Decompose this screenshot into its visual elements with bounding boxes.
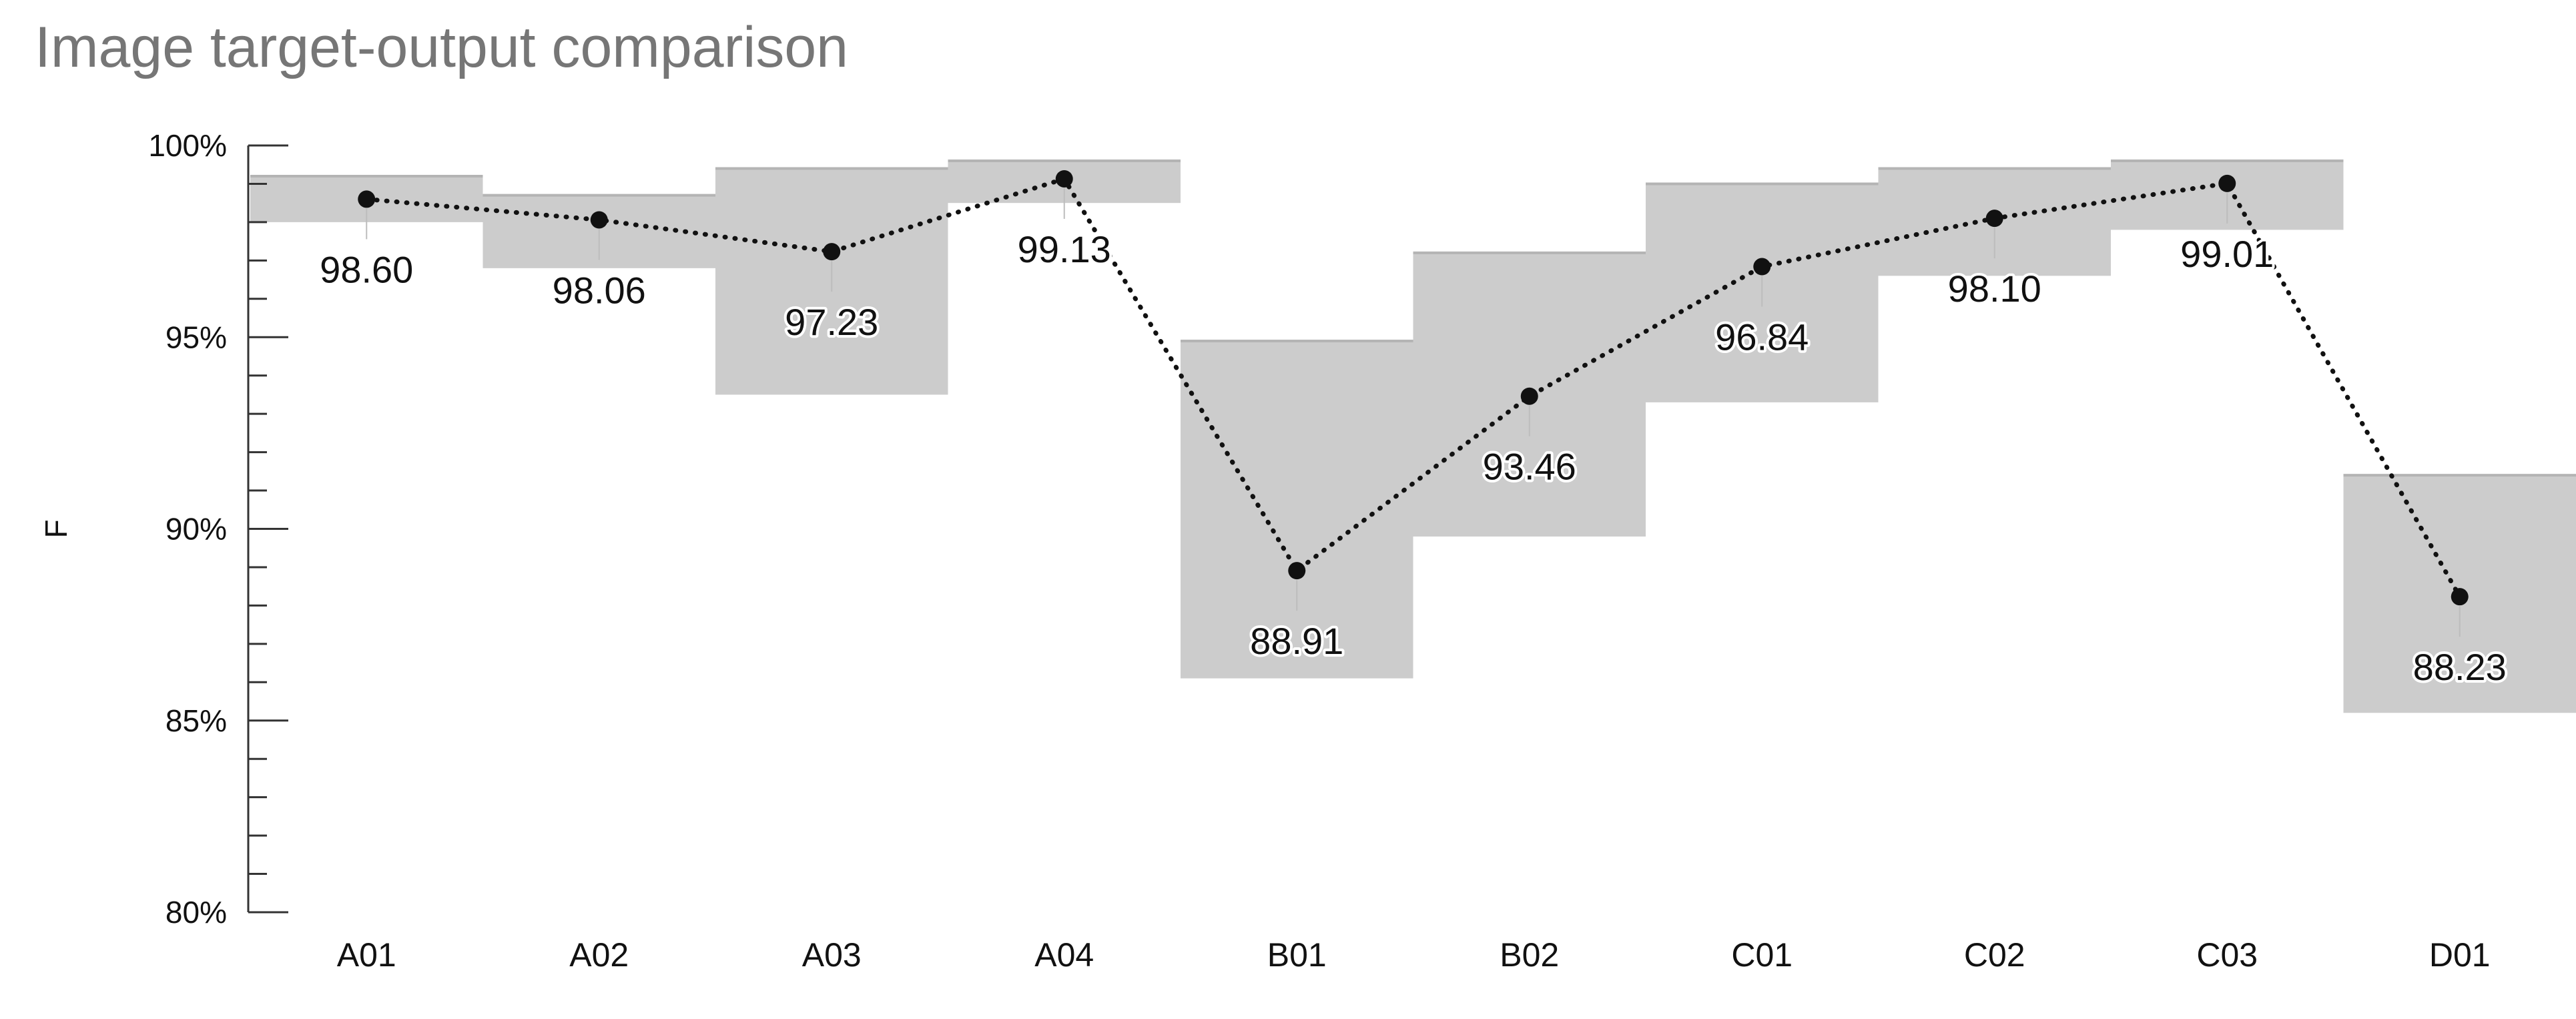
x-tick-label: A04 <box>1034 936 1094 974</box>
x-tick-label: A03 <box>802 936 862 974</box>
data-labels: 98.60 98.06 97.23 99.13 88.91 93.46 96.84 98.10… <box>317 188 2509 691</box>
y-tick-label: 95% <box>166 320 227 354</box>
y-tick-label: 90% <box>166 512 227 547</box>
y-tick-label: 85% <box>166 703 227 738</box>
data-label-b02: 93.46 <box>1483 446 1576 488</box>
chart-title: Image target-output comparison <box>35 15 848 79</box>
x-tick-label: A02 <box>569 936 629 974</box>
series-line-group <box>358 169 2469 606</box>
data-label-c01: 96.84 <box>1715 316 1809 358</box>
data-label-a03: 97.23 <box>785 301 878 343</box>
x-tick-label: B01 <box>1267 936 1327 974</box>
data-point-c03 <box>2218 174 2236 192</box>
x-tick-label: A01 <box>337 936 396 974</box>
data-point-b02 <box>1520 387 1538 405</box>
data-point-a02 <box>590 211 608 229</box>
data-point-c02 <box>1985 210 2003 228</box>
x-tick-label: C01 <box>1731 936 1793 974</box>
x-tick-label: B02 <box>1500 936 1559 974</box>
data-point-b01 <box>1288 562 1306 580</box>
data-point-d01 <box>2451 588 2469 606</box>
y-tick-label: 100% <box>148 128 227 163</box>
data-label-a04: 99.13 <box>1018 228 1111 270</box>
data-point-c01 <box>1753 258 1771 276</box>
y-tick-label: 80% <box>166 895 227 930</box>
data-label-c02: 98.10 <box>1948 268 2041 310</box>
x-tick-label: D01 <box>2429 936 2491 974</box>
data-point-a04 <box>1055 169 1073 188</box>
data-label-c03: 99.01 <box>2180 233 2274 275</box>
range-band-b01 <box>1181 340 1413 679</box>
x-tick-label: C03 <box>2196 936 2258 974</box>
data-label-a01: 98.60 <box>320 248 413 290</box>
data-label-b01: 88.91 <box>1250 620 1343 662</box>
data-point-a01 <box>358 190 376 208</box>
series-line <box>364 176 2463 599</box>
y-axis: 80% 85% 90% 95% 100% F <box>39 128 288 930</box>
x-axis: A01 A02 A03 A04 B01 B02 C01 C02 C03 D01 <box>337 936 2491 974</box>
y-axis-label: F <box>39 519 73 538</box>
data-label-d01: 88.23 <box>2413 646 2507 688</box>
data-point-a03 <box>823 243 841 261</box>
data-label-a02: 98.06 <box>553 269 646 311</box>
x-tick-label: C02 <box>1964 936 2025 974</box>
